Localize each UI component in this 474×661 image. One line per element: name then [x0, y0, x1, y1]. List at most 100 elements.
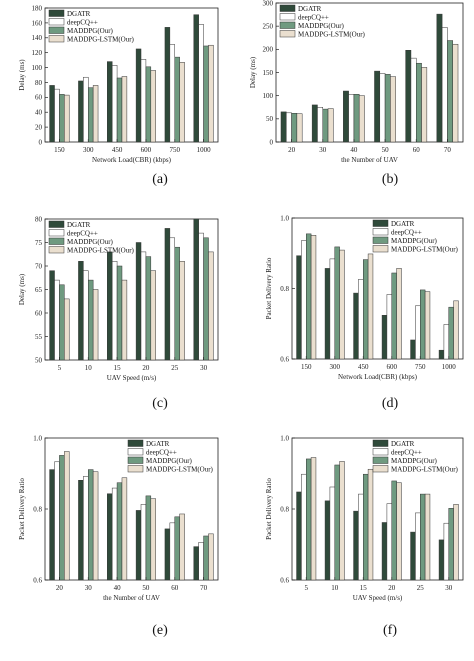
x-tick-label: 20 — [288, 146, 296, 154]
bar — [140, 251, 147, 361]
bar — [111, 487, 118, 581]
y-tick-label: 140 — [32, 34, 43, 42]
bar — [164, 27, 171, 143]
bar — [329, 486, 336, 581]
bar — [310, 235, 317, 360]
x-tick-label: 150 — [301, 363, 312, 371]
x-tick-label: 30 — [200, 364, 208, 372]
bar — [107, 251, 113, 361]
x-tick-label: 750 — [170, 146, 181, 154]
bar — [150, 70, 156, 143]
bar — [296, 491, 302, 581]
y-tick-label: 20 — [35, 124, 43, 132]
y-axis-label: Delay (ms) — [249, 56, 257, 88]
bar — [353, 510, 359, 581]
bar — [193, 218, 199, 361]
legend-label: DGATR — [298, 5, 322, 13]
bar — [169, 237, 176, 361]
bar — [145, 66, 152, 143]
legend-swatch — [48, 229, 65, 237]
bar — [420, 289, 426, 360]
y-tick-label: 0 — [39, 138, 43, 146]
legend-swatch — [372, 465, 389, 473]
y-tick-label: 65 — [35, 286, 43, 294]
x-tick-label: 1000 — [197, 146, 212, 154]
x-tick-label: 1000 — [442, 363, 457, 371]
legend-label: MADDPG(Our) — [391, 237, 438, 245]
bar — [381, 522, 388, 581]
x-axis-label: the Number of UAV — [341, 156, 398, 164]
bar — [145, 495, 152, 581]
bar — [358, 279, 364, 360]
x-tick-label: 50 — [142, 584, 150, 592]
bar — [291, 113, 298, 143]
x-tick-label: 15 — [360, 584, 368, 592]
x-tick-label: 60 — [413, 146, 421, 154]
bar — [374, 70, 381, 143]
bar — [179, 62, 185, 143]
bar — [453, 300, 459, 360]
bar — [391, 480, 397, 581]
bar — [174, 246, 180, 361]
bar — [367, 468, 374, 581]
x-tick-label: 50 — [382, 146, 390, 154]
y-tick-label: 60 — [35, 94, 43, 102]
bar — [415, 512, 421, 581]
y-tick-label: 75 — [35, 239, 43, 247]
y-tick-label: 55 — [35, 333, 43, 341]
bar — [390, 76, 396, 143]
x-tick-label: 25 — [417, 584, 425, 592]
bar — [92, 85, 99, 143]
bar — [339, 461, 345, 581]
x-tick-label: 25 — [171, 364, 179, 372]
y-tick-label: 0.6 — [280, 355, 289, 363]
x-tick-label: 70 — [444, 146, 452, 154]
legend-swatch — [372, 245, 389, 253]
chart-panel: 0.6 0.8 1.0 150 300 450 600 750 1000 Network Load… — [265, 214, 464, 411]
legend-swatch — [372, 219, 389, 227]
bar — [179, 261, 185, 361]
x-axis-label: the Number of UAV — [103, 594, 160, 602]
chart-panel: 50 55 60 65 70 75 80 5 10 15 20 25 30 UAV Speed (m/s)… — [18, 215, 219, 411]
bar — [296, 113, 303, 143]
y-axis-label: Packet Delivery Ratio — [265, 257, 273, 319]
bar — [436, 13, 443, 143]
bar — [443, 324, 450, 360]
legend-swatch — [127, 439, 144, 447]
x-tick-label: 30 — [85, 584, 93, 592]
legend-swatch — [372, 448, 389, 456]
y-tick-label: 250 — [263, 23, 274, 31]
bar — [54, 279, 60, 361]
bar — [441, 27, 448, 143]
legend-swatch — [372, 236, 389, 244]
bar — [49, 469, 55, 581]
x-tick-label: 600 — [141, 146, 152, 154]
bar — [107, 61, 113, 143]
bar — [59, 455, 65, 581]
y-tick-label: 150 — [263, 69, 274, 77]
y-tick-label: 180 — [32, 4, 43, 12]
bar — [121, 279, 128, 361]
bar — [363, 473, 369, 581]
y-tick-label: 100 — [32, 64, 43, 72]
y-axis-label: Delay (ms) — [18, 273, 26, 305]
panel-label: (f) — [383, 623, 397, 638]
legend-swatch — [127, 456, 144, 464]
bar — [448, 508, 454, 581]
y-axis-label: Delay (ms) — [18, 59, 26, 91]
bar — [169, 44, 176, 143]
bar — [339, 249, 345, 360]
chart-panel: 0 20 40 60 80 100 120 140 160 180 150 300 450 600 750 1… — [18, 4, 219, 187]
bar — [59, 94, 65, 143]
legend-label: deepCQ++ — [146, 448, 177, 456]
bar — [405, 50, 412, 143]
bar — [116, 482, 123, 581]
y-tick-label: 50 — [266, 115, 274, 123]
x-tick-label: 20 — [56, 584, 64, 592]
bar — [322, 108, 329, 143]
bar — [140, 59, 147, 143]
bar — [150, 498, 156, 581]
bar — [88, 279, 94, 361]
